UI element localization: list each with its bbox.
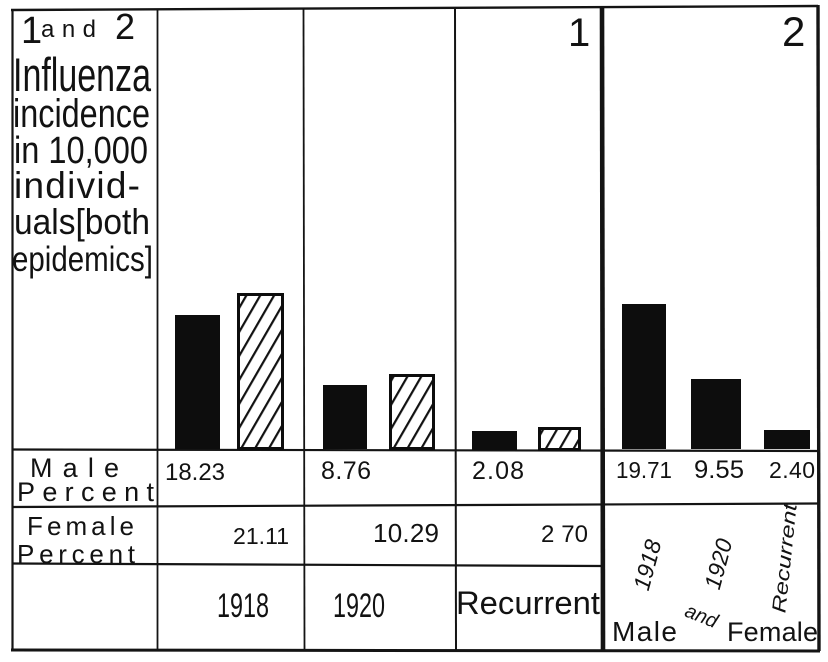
svg-text:1: 1 [568,11,590,55]
svg-text:Female: Female [727,617,818,647]
svg-text:1920: 1920 [333,587,385,625]
svg-text:Male: Male [612,616,677,647]
svg-text:8.76: 8.76 [321,457,371,485]
svg-text:18.23: 18.23 [165,459,225,486]
svg-text:9.55: 9.55 [694,456,744,484]
svg-text:Influenza: Influenza [13,48,152,101]
svg-text:1: 1 [21,10,42,52]
svg-text:and: and [41,16,96,43]
svg-text:19.71: 19.71 [616,457,672,483]
svg-text:2 70: 2 70 [541,521,588,548]
svg-text:1918: 1918 [217,587,269,625]
svg-text:2.08: 2.08 [472,457,524,485]
svg-text:2.40: 2.40 [769,457,815,483]
svg-text:2: 2 [782,8,805,55]
svg-text:21.11: 21.11 [233,523,289,549]
svg-text:Recurrent: Recurrent [456,585,600,621]
svg-text:individ-: individ- [14,165,140,206]
svg-text:epidemics]: epidemics] [12,240,153,279]
svg-text:uals[both: uals[both [14,201,150,242]
svg-text:in 10,000: in 10,000 [14,130,148,172]
svg-text:2: 2 [115,6,135,47]
svg-text:10.29: 10.29 [373,518,439,548]
svg-text:Male: Male [30,453,119,483]
svg-text:incidence: incidence [13,92,150,136]
